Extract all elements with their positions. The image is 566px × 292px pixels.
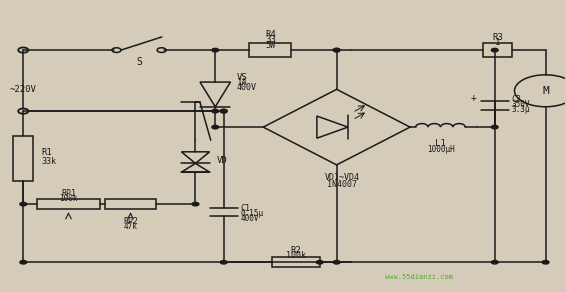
Text: 100k: 100k xyxy=(59,194,78,204)
Text: R1: R1 xyxy=(41,148,52,157)
Polygon shape xyxy=(200,82,230,107)
Text: 3.3μ: 3.3μ xyxy=(512,105,530,114)
Text: 33k: 33k xyxy=(41,157,57,166)
Text: R2: R2 xyxy=(290,246,301,255)
Text: 1: 1 xyxy=(495,38,500,47)
Text: 1000μH: 1000μH xyxy=(427,145,454,154)
Circle shape xyxy=(212,48,218,52)
Circle shape xyxy=(333,48,340,52)
Circle shape xyxy=(20,260,27,264)
Text: RP2: RP2 xyxy=(123,217,138,226)
FancyBboxPatch shape xyxy=(105,199,156,209)
Text: 400V: 400V xyxy=(241,213,259,223)
Polygon shape xyxy=(317,116,348,138)
Text: 47k: 47k xyxy=(123,222,138,231)
Text: L1: L1 xyxy=(435,139,446,147)
Circle shape xyxy=(542,260,549,264)
Text: VD1~VD4: VD1~VD4 xyxy=(325,173,360,182)
Circle shape xyxy=(220,110,227,113)
Polygon shape xyxy=(181,152,209,164)
Polygon shape xyxy=(181,164,209,172)
Circle shape xyxy=(192,202,199,206)
FancyBboxPatch shape xyxy=(37,199,100,209)
Text: M: M xyxy=(542,86,549,96)
Text: 350V: 350V xyxy=(512,100,530,109)
Circle shape xyxy=(333,48,340,52)
Text: 400V: 400V xyxy=(237,83,257,92)
Text: VD: VD xyxy=(217,156,228,165)
Text: 33: 33 xyxy=(265,35,276,44)
Text: 1N4007: 1N4007 xyxy=(327,180,357,189)
Circle shape xyxy=(333,260,340,264)
Text: 1A: 1A xyxy=(237,78,247,86)
Text: www.55dianzi.com: www.55dianzi.com xyxy=(384,274,452,280)
Text: ~220V: ~220V xyxy=(9,85,36,94)
Text: C1: C1 xyxy=(241,204,251,213)
FancyBboxPatch shape xyxy=(483,43,512,57)
Text: VS: VS xyxy=(237,73,247,82)
Circle shape xyxy=(316,260,323,264)
Circle shape xyxy=(491,125,498,129)
Text: S: S xyxy=(136,57,142,67)
Circle shape xyxy=(220,260,227,264)
FancyBboxPatch shape xyxy=(13,136,33,181)
Text: +: + xyxy=(471,93,477,103)
Text: 100k: 100k xyxy=(286,251,306,260)
Circle shape xyxy=(220,110,227,113)
FancyBboxPatch shape xyxy=(272,257,320,267)
Text: R4: R4 xyxy=(265,29,276,39)
Circle shape xyxy=(491,260,498,264)
Circle shape xyxy=(212,125,218,129)
FancyBboxPatch shape xyxy=(249,43,291,57)
Text: RP1: RP1 xyxy=(61,190,76,199)
Text: 0.15μ: 0.15μ xyxy=(241,209,264,218)
Text: 5W: 5W xyxy=(265,41,275,50)
Text: C2: C2 xyxy=(512,95,522,104)
Text: R3: R3 xyxy=(492,32,503,41)
Circle shape xyxy=(491,48,498,52)
Circle shape xyxy=(212,110,218,113)
Circle shape xyxy=(20,202,27,206)
